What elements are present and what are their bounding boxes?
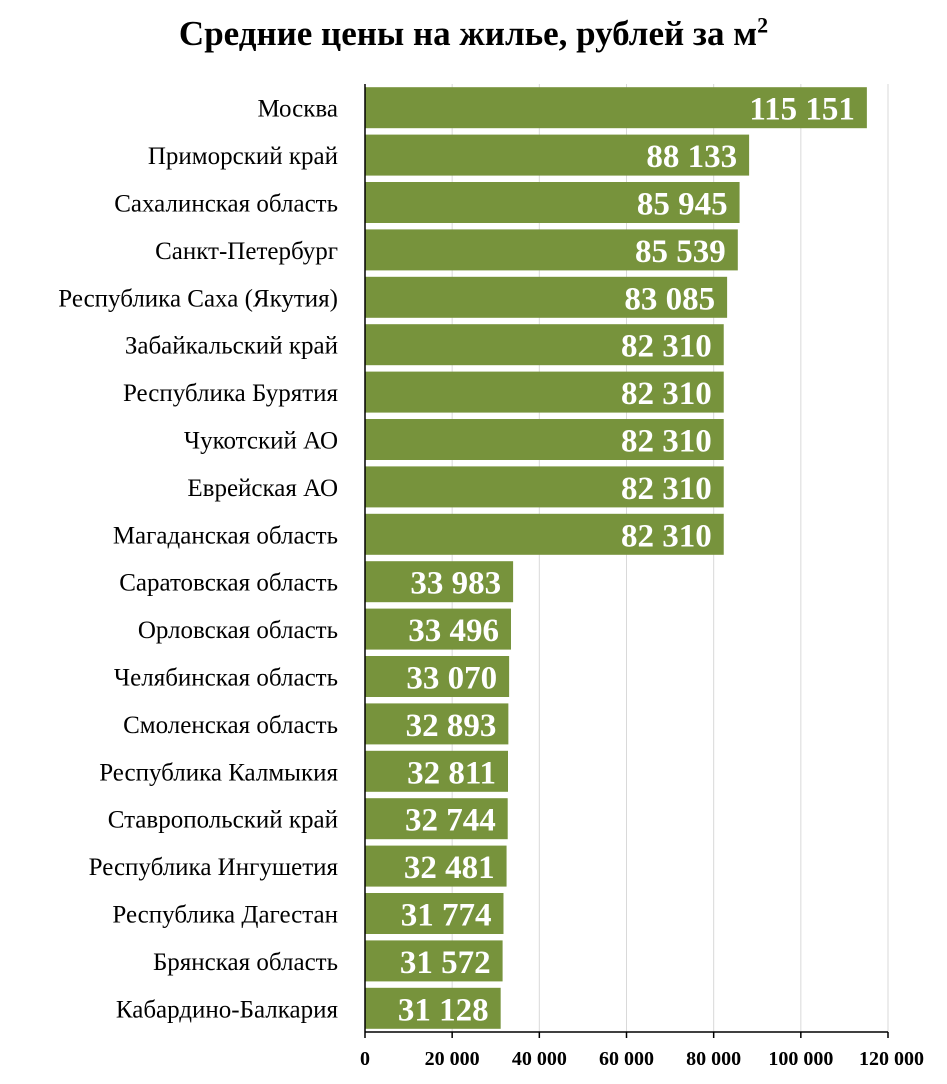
x-tick-label: 100 000	[768, 1048, 833, 1070]
category-label: Республика Дагестан	[112, 902, 338, 929]
bar	[365, 561, 514, 603]
bar	[365, 703, 509, 745]
data-label: 33 070	[406, 661, 497, 697]
x-tick-label: 60 000	[599, 1048, 654, 1070]
data-label: 31 572	[400, 945, 491, 981]
category-label: Челябинская область	[114, 665, 338, 692]
data-label: 82 310	[621, 518, 712, 554]
x-tick-label: 40 000	[512, 1048, 567, 1070]
chart-title-text: Средние цены на жилье, рублей за м	[178, 14, 758, 53]
data-label: 115 151	[749, 92, 854, 128]
x-tick-label: 20 000	[425, 1048, 480, 1070]
data-label: 32 481	[404, 850, 495, 886]
bar	[365, 750, 509, 792]
data-label: 82 310	[621, 471, 712, 507]
axes	[364, 84, 889, 1038]
chart-title: Средние цены на жилье, рублей за м2	[0, 14, 947, 54]
data-label: 32 811	[407, 755, 496, 791]
category-label: Магаданская область	[113, 522, 338, 549]
data-label: 85 539	[635, 234, 726, 270]
category-label: Приморский край	[148, 143, 338, 170]
data-label: 82 310	[621, 329, 712, 365]
bar	[365, 656, 510, 697]
data-label: 33 983	[410, 566, 501, 602]
bar	[365, 940, 503, 982]
bar	[365, 608, 511, 650]
data-label: 32 744	[405, 803, 496, 839]
bar	[365, 513, 724, 555]
category-label: Орловская область	[138, 617, 338, 644]
labels: Москва 115 151 Приморский край 88 133 Сахали…	[58, 92, 924, 1070]
x-tick-label: 80 000	[686, 1048, 741, 1070]
category-label: Чукотский АО	[184, 428, 338, 455]
category-label: Кабардино-Балкария	[116, 996, 339, 1023]
bar	[365, 419, 724, 460]
bar	[365, 276, 728, 318]
category-label: Республика Саха (Якутия)	[58, 285, 338, 312]
chart-title-superscript: 2	[757, 12, 769, 38]
bar	[365, 229, 738, 271]
data-label: 85 945	[637, 187, 728, 223]
category-label: Забайкальский край	[125, 333, 338, 360]
x-tick-label: 120 000	[859, 1048, 924, 1070]
bar	[365, 324, 724, 366]
category-label: Санкт-Петербург	[155, 238, 338, 265]
bar	[365, 798, 508, 840]
data-label: 31 774	[401, 898, 492, 934]
data-label: 83 085	[624, 281, 715, 317]
data-label: 82 310	[621, 376, 712, 412]
category-label: Смоленская область	[123, 712, 338, 739]
bar	[365, 466, 724, 508]
category-label: Республика Ингушетия	[89, 854, 339, 881]
category-label: Саратовская область	[119, 570, 338, 597]
bar	[365, 134, 750, 176]
category-label: Республика Калмыкия	[99, 759, 338, 786]
bar	[365, 87, 867, 129]
x-tick-label: 0	[360, 1048, 370, 1070]
bar	[365, 893, 504, 934]
data-label: 82 310	[621, 424, 712, 460]
category-label: Брянская область	[153, 949, 338, 976]
gridlines	[451, 84, 889, 1032]
category-label: Ставропольский край	[108, 807, 338, 834]
data-label: 88 133	[646, 139, 737, 175]
data-label: 31 128	[398, 992, 489, 1028]
bars	[365, 87, 867, 1029]
category-label: Москва	[257, 96, 338, 123]
data-label: 32 893	[406, 708, 497, 744]
bar	[365, 371, 724, 413]
category-label: Еврейская АО	[187, 475, 338, 502]
data-label: 33 496	[408, 613, 499, 649]
category-label: Сахалинская область	[114, 191, 338, 218]
category-label: Республика Бурятия	[123, 380, 339, 407]
bar	[365, 845, 507, 887]
bar	[365, 182, 740, 223]
bar	[365, 987, 501, 1029]
